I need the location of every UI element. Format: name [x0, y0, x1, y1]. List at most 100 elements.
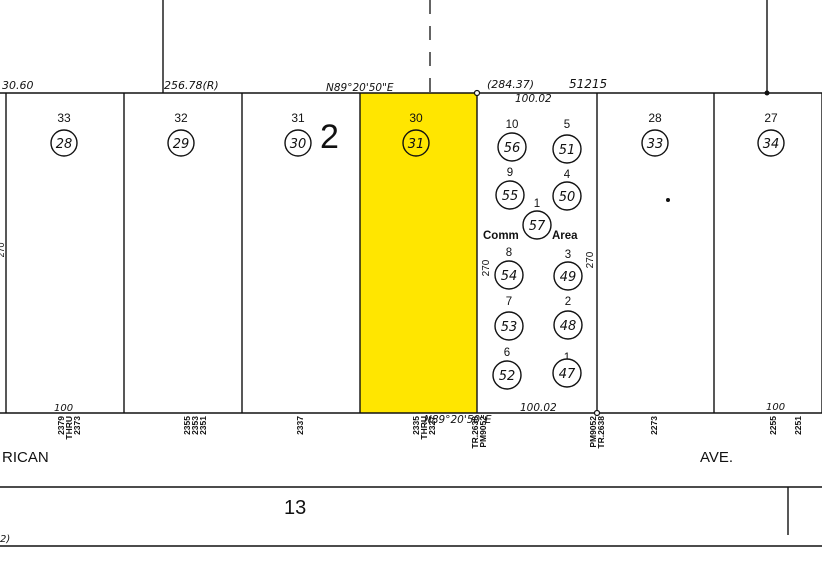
unit-number: 2 [565, 296, 571, 308]
lot-30[interactable]: 30 31 [402, 111, 430, 157]
lot-number: 30 [409, 111, 423, 125]
address-line: TR.2638 [596, 416, 606, 449]
parcel-number: 29 [173, 137, 190, 152]
parcel-number: 49 [560, 270, 577, 285]
unit-number: 10 [506, 119, 519, 131]
parcel-number: 30 [290, 137, 307, 152]
lot-number: 33 [57, 111, 71, 125]
lot-32[interactable]: 32 29 [167, 111, 195, 157]
address-line: 2373 [72, 416, 82, 435]
bottom-left-100: 100 [54, 403, 73, 414]
address-line: 2355 [182, 416, 192, 435]
parcel-number: 50 [559, 190, 576, 205]
parcel-circle [552, 358, 582, 388]
address-line: 2251 [793, 416, 803, 435]
address-line: 2255 [768, 416, 778, 435]
bearing-bottom: N89°20'50"E [424, 414, 492, 426]
condo-unit-2[interactable]: 2 48 [553, 296, 583, 340]
parcel-circle [552, 134, 582, 164]
unit-number: 1 [534, 198, 540, 210]
lot-number: 27 [764, 111, 778, 125]
highlighted-parcel-30[interactable] [360, 93, 477, 413]
unit-number: 8 [506, 247, 512, 259]
parcel-number: 47 [559, 367, 576, 382]
parcel-number: 48 [560, 319, 577, 334]
street-name-left: RICAN [2, 449, 49, 466]
condo-unit-10[interactable]: 10 56 [497, 119, 527, 162]
bottom-left-partial: 2) [0, 534, 10, 545]
condo-width-bottom: 100.02 [520, 402, 557, 414]
parcel-circle [284, 129, 312, 157]
address-label: 2255 [768, 416, 778, 435]
parcel-circle [167, 129, 195, 157]
unit-number: 4 [564, 169, 571, 181]
condo-unit-7[interactable]: 7 53 [494, 296, 524, 341]
parcel-circle [402, 129, 430, 157]
address-line: 2335 [411, 416, 421, 435]
parcel-number: 57 [529, 219, 546, 234]
parcel-circle [522, 210, 552, 240]
lot-33[interactable]: 33 28 [50, 111, 78, 157]
lot-number: 28 [648, 111, 662, 125]
parcel-number: 33 [647, 137, 664, 152]
parcel-circle [495, 180, 525, 210]
condo-unit-8[interactable]: 8 54 [494, 247, 524, 290]
parcel-circle [50, 129, 78, 157]
block-lines [0, 0, 822, 547]
address-line: 2351 [198, 416, 208, 435]
sheet-ref: 51215 [569, 77, 607, 91]
address-line: TR.2638 [470, 416, 480, 449]
parcel-number: 55 [502, 189, 519, 204]
parcel-circle [494, 260, 524, 290]
parcel-circle [641, 129, 669, 157]
lot-31[interactable]: 31 30 [284, 111, 312, 157]
unit-number: 9 [507, 167, 513, 179]
bottom-right-100: 100 [766, 402, 785, 413]
common-area-label-1: Comm [483, 230, 519, 242]
unit-number: 1 [564, 352, 570, 364]
lot-28[interactable]: 28 33 [641, 111, 669, 157]
address-line: PM9052 [478, 416, 488, 448]
condo-unit-1[interactable]: 1 57 [522, 198, 552, 240]
parcel-circle [553, 261, 583, 291]
address-label: 2273 [649, 416, 659, 435]
parcel-number: 51 [559, 143, 576, 158]
address-line: 2327 [427, 416, 437, 435]
depth-left-partial: 270 [0, 242, 6, 257]
parcel-circle [492, 360, 522, 390]
condo-unit-5[interactable]: 5 51 [552, 119, 582, 164]
dim-top-mid: 256.78(R) [164, 79, 219, 92]
depth-left: 270 [481, 259, 492, 276]
parcel-circle [552, 181, 582, 211]
address-line: PM9052 [588, 416, 598, 448]
street-name-right: AVE. [700, 449, 733, 466]
lot-number: 32 [174, 111, 188, 125]
parcel-number: 52 [499, 369, 516, 384]
condo-unit-3[interactable]: 3 49 [553, 249, 583, 291]
lower-block-number: 13 [284, 497, 306, 519]
bracket-dim: (284.37) [487, 78, 534, 91]
lots-layer: 33 28 32 29 31 30 30 31 28 33 27 34 [50, 111, 785, 157]
lot-number: 31 [291, 111, 305, 125]
lot-27[interactable]: 27 34 [757, 111, 785, 157]
condo-unit-9[interactable]: 9 55 [495, 167, 525, 210]
address-line: THRU [419, 416, 429, 440]
depth-right: 270 [585, 251, 596, 268]
parcel-circle [497, 132, 527, 162]
block-number: 2 [320, 118, 339, 156]
unit-number: 3 [565, 249, 571, 261]
address-label: 2251 [793, 416, 803, 435]
address-line: 2273 [649, 416, 659, 435]
condo-width-top: 100.02 [515, 93, 552, 105]
condo-unit-4[interactable]: 4 50 [552, 169, 582, 211]
condo-unit-6[interactable]: 6 52 [492, 347, 522, 390]
parcel-number: 53 [501, 320, 518, 335]
address-line: 2379 [56, 416, 66, 435]
condo-unit-1[interactable]: 147 [552, 352, 582, 388]
